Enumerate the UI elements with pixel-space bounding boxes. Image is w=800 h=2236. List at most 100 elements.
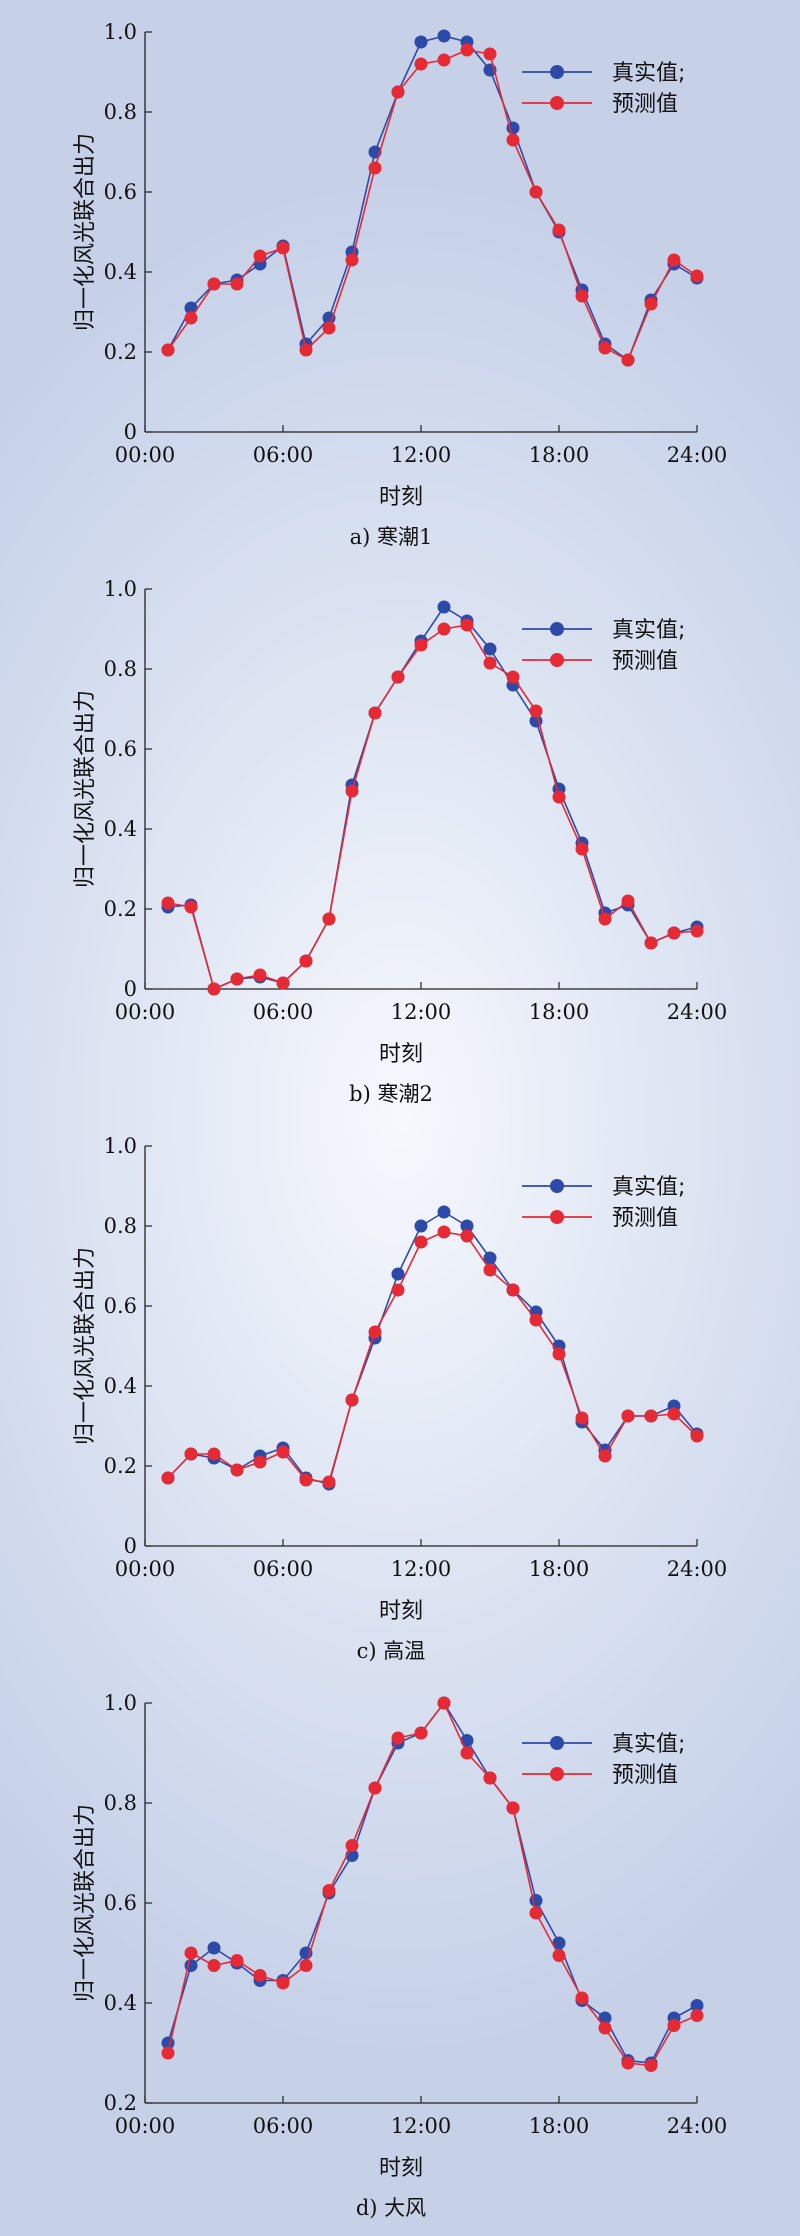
legend-label: 预测值 xyxy=(612,1763,678,1788)
data-point-predicted xyxy=(368,161,382,175)
legend-marker xyxy=(550,622,564,636)
data-point-predicted xyxy=(253,1455,267,1469)
data-point-predicted xyxy=(621,353,635,367)
series-line-actual xyxy=(167,1701,698,2064)
data-point-predicted xyxy=(483,47,497,61)
data-point-predicted xyxy=(368,1781,382,1795)
data-point-predicted xyxy=(299,343,313,357)
y-tick-label: 1.0 xyxy=(104,20,137,44)
data-point-predicted xyxy=(529,704,543,718)
panel-caption: c) 高温 xyxy=(357,1639,426,1663)
y-tick-label: 0.6 xyxy=(104,737,137,761)
data-point-predicted xyxy=(621,1409,635,1423)
x-tick-label: 06:00 xyxy=(253,443,314,467)
data-point-actual xyxy=(391,1267,405,1281)
data-point-predicted xyxy=(460,43,474,57)
x-tick-label: 00:00 xyxy=(115,1000,176,1024)
legend-label: 真实值; xyxy=(612,1732,685,1757)
data-point-predicted xyxy=(621,2056,635,2070)
legend-marker xyxy=(550,653,564,667)
x-tick-label: 00:00 xyxy=(115,443,176,467)
data-point-actual xyxy=(322,311,336,325)
data-point-predicted xyxy=(506,670,520,684)
y-tick-label: 0.8 xyxy=(104,657,137,681)
data-point-actual xyxy=(483,1251,497,1265)
data-point-actual xyxy=(598,2011,612,2025)
x-tick-label: 24:00 xyxy=(667,2114,728,2138)
data-point-predicted xyxy=(644,297,658,311)
data-point-predicted xyxy=(207,277,221,291)
y-tick-label: 0 xyxy=(124,977,137,1001)
data-point-predicted xyxy=(575,289,589,303)
x-tick-label: 18:00 xyxy=(529,443,590,467)
data-point-predicted xyxy=(437,1696,451,1710)
legend-label: 真实值; xyxy=(612,61,685,86)
data-point-predicted xyxy=(460,618,474,632)
x-tick-label: 24:00 xyxy=(667,443,728,467)
data-point-predicted xyxy=(368,1325,382,1339)
data-point-predicted xyxy=(184,311,198,325)
x-tick-label: 12:00 xyxy=(391,1557,452,1581)
data-point-predicted xyxy=(322,321,336,335)
y-tick-label: 1.0 xyxy=(104,1134,137,1158)
data-point-predicted xyxy=(437,1225,451,1239)
data-point-predicted xyxy=(345,1393,359,1407)
series-line-predicted xyxy=(167,624,698,991)
data-point-predicted xyxy=(299,1959,313,1972)
data-point-predicted xyxy=(644,936,658,950)
data-point-actual xyxy=(414,35,428,49)
data-point-actual xyxy=(437,600,451,614)
data-point-predicted xyxy=(184,900,198,914)
chart-panel-1: 0 0.2 0.4 0.6 0.8 1.0 00:00 06:00 12:00 18:00 24:0… xyxy=(73,20,727,549)
y-tick-label: 0.8 xyxy=(104,1214,137,1238)
data-point-predicted xyxy=(230,1954,244,1967)
data-point-predicted xyxy=(690,924,704,938)
x-axis-title: 时刻 xyxy=(379,2156,423,2181)
y-tick-label: 1.0 xyxy=(104,577,137,601)
x-tick-label: 18:00 xyxy=(529,1000,590,1024)
data-point-predicted xyxy=(621,894,635,908)
data-point-predicted xyxy=(529,1906,543,1920)
x-tick-label: 06:00 xyxy=(253,2114,314,2138)
data-point-predicted xyxy=(391,1731,405,1745)
data-point-predicted xyxy=(460,1229,474,1243)
data-point-predicted xyxy=(230,972,244,986)
series-line-predicted xyxy=(167,1701,698,2067)
x-axis-title: 时刻 xyxy=(379,1042,423,1067)
y-tick-label: 0.2 xyxy=(104,2091,137,2115)
y-tick-label: 0.4 xyxy=(104,1374,137,1398)
data-point-predicted xyxy=(391,670,405,684)
data-point-predicted xyxy=(552,223,566,237)
data-point-predicted xyxy=(460,1746,474,1760)
data-point-predicted xyxy=(345,784,359,798)
data-point-actual xyxy=(483,642,497,656)
legend-label: 真实值; xyxy=(612,618,685,643)
x-tick-label: 12:00 xyxy=(391,2114,452,2138)
data-point-predicted xyxy=(253,968,267,982)
data-point-actual xyxy=(184,301,198,315)
data-point-predicted xyxy=(667,1407,681,1421)
data-point-predicted xyxy=(506,1801,520,1815)
data-point-actual xyxy=(207,1941,221,1955)
data-point-actual xyxy=(460,1219,474,1233)
y-axis-title: 归一化风光联合出力 xyxy=(73,1247,98,1445)
data-point-predicted xyxy=(207,982,221,996)
y-tick-label: 0.2 xyxy=(104,897,137,921)
data-point-predicted xyxy=(161,2046,175,2060)
data-point-predicted xyxy=(414,1235,428,1249)
data-point-predicted xyxy=(529,1313,543,1327)
legend-label: 预测值 xyxy=(612,92,678,117)
data-point-predicted xyxy=(552,790,566,804)
y-tick-label: 0.6 xyxy=(104,180,137,204)
panel-caption: b) 寒潮2 xyxy=(349,1082,433,1106)
data-point-predicted xyxy=(644,1409,658,1423)
data-point-predicted xyxy=(667,926,681,940)
x-tick-label: 24:00 xyxy=(667,1557,728,1581)
data-point-predicted xyxy=(552,1949,566,1962)
y-tick-label: 0.2 xyxy=(104,1454,137,1478)
data-point-predicted xyxy=(276,241,290,255)
data-point-predicted xyxy=(322,1884,336,1897)
data-point-actual xyxy=(437,29,451,43)
data-point-actual xyxy=(437,1205,451,1219)
